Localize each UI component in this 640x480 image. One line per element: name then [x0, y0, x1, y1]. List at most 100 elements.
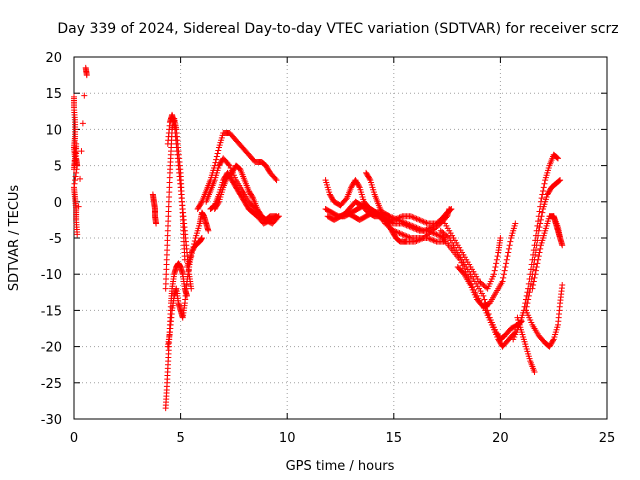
data-point	[501, 267, 508, 274]
data-point	[410, 214, 417, 221]
data-point	[355, 183, 362, 190]
data-point	[432, 238, 439, 245]
data-point	[530, 266, 537, 273]
data-point	[403, 233, 410, 240]
data-point	[213, 156, 220, 163]
data-point	[75, 203, 82, 210]
y-axis-label: SDTVAR / TECUs	[7, 185, 22, 292]
data-point	[392, 216, 399, 223]
data-point	[494, 253, 501, 260]
data-point	[529, 285, 536, 292]
data-point	[400, 221, 407, 228]
data-point	[416, 236, 423, 243]
data-point	[271, 215, 278, 222]
data-point	[460, 269, 467, 276]
data-point	[422, 219, 429, 226]
data-point	[444, 233, 451, 240]
data-point	[492, 263, 499, 270]
series-arc-20-23h-c	[522, 177, 564, 314]
data-point	[403, 222, 410, 229]
data-point	[395, 229, 402, 236]
data-point	[395, 215, 402, 222]
data-point	[536, 224, 543, 231]
data-point	[557, 177, 564, 184]
data-point	[188, 285, 195, 292]
data-point	[458, 259, 465, 266]
data-point	[412, 215, 419, 222]
data-point	[556, 177, 563, 184]
data-point	[530, 278, 537, 285]
plot-area	[73, 56, 608, 420]
data-point	[526, 289, 533, 296]
data-point	[393, 215, 400, 222]
data-point	[461, 265, 468, 272]
data-point	[399, 220, 406, 227]
data-point	[525, 296, 532, 303]
data-point	[414, 237, 421, 244]
data-point	[402, 221, 409, 228]
series-arc-4.5h-a	[162, 260, 190, 412]
data-point	[342, 196, 349, 203]
data-point	[512, 220, 519, 227]
data-point	[397, 230, 404, 237]
x-tick-label: 10	[279, 431, 296, 446]
data-point	[427, 236, 434, 243]
data-point	[396, 230, 403, 237]
data-point	[534, 260, 541, 267]
data-point	[532, 267, 539, 274]
data-point	[523, 303, 530, 310]
data-point	[430, 237, 437, 244]
y-tick-label: -15	[41, 304, 62, 319]
data-point	[405, 222, 412, 229]
data-point	[537, 216, 544, 223]
data-point	[538, 195, 545, 202]
data-point	[423, 219, 430, 226]
data-point	[153, 220, 160, 227]
data-point	[416, 216, 423, 223]
data-point	[540, 187, 547, 194]
data-point	[225, 161, 232, 168]
data-point	[402, 232, 409, 239]
data-point	[412, 225, 419, 232]
data-point	[419, 218, 426, 225]
data-point	[407, 213, 414, 220]
data-point	[535, 232, 542, 239]
series-arc-20-23h-b	[510, 151, 561, 343]
y-tick-label: 0	[54, 196, 62, 211]
data-point	[497, 235, 504, 241]
data-point	[503, 256, 510, 263]
series-arc-17-21h-d	[454, 220, 519, 310]
data-point	[215, 147, 222, 154]
data-point	[559, 242, 566, 249]
data-point	[420, 218, 427, 225]
data-point	[525, 292, 532, 299]
data-point	[554, 154, 561, 161]
data-point	[493, 256, 500, 263]
data-point	[213, 153, 220, 160]
data-point	[426, 235, 433, 242]
data-point	[434, 231, 441, 238]
data-point	[441, 213, 448, 220]
y-tick-label: 10	[45, 123, 62, 138]
data-point	[504, 253, 511, 260]
data-point	[413, 226, 420, 233]
data-point	[81, 92, 88, 99]
series-arc-17-21h-c	[441, 220, 504, 292]
axis-ticks: 0 5 10 15 20 25 -30 -25 -20 -15 -10 -5 0 5 10 15 20	[41, 51, 616, 446]
y-tick-label: 15	[45, 87, 62, 102]
data-point	[536, 208, 543, 215]
data-point	[459, 262, 466, 269]
data-point	[493, 260, 500, 267]
data-point	[191, 241, 198, 248]
data-point	[72, 173, 79, 180]
series-arc-20-23h-d	[522, 282, 566, 350]
data-point	[267, 216, 274, 223]
data-point	[273, 177, 280, 184]
data-point	[433, 231, 440, 238]
data-point	[500, 274, 507, 281]
data-point	[503, 260, 510, 267]
data-point	[429, 236, 436, 243]
data-point	[440, 214, 447, 221]
data-point	[74, 231, 81, 238]
